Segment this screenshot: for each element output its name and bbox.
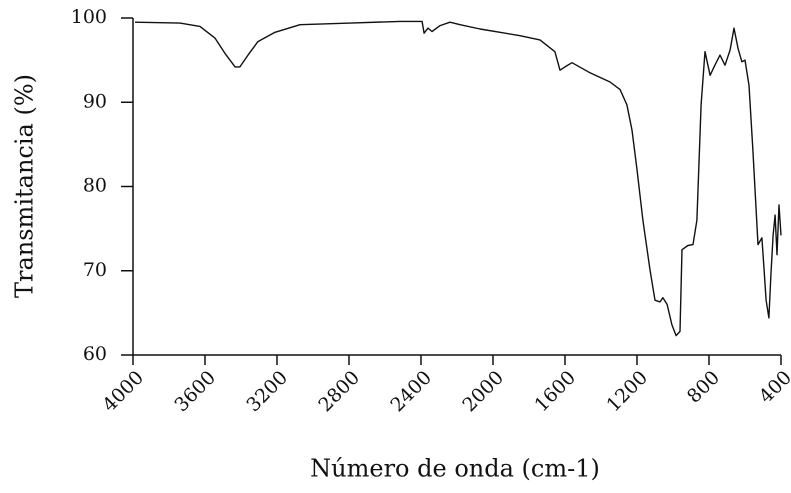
- x-tick-label: 2800: [314, 367, 364, 417]
- y-tick-label: 100: [71, 6, 107, 28]
- y-axis-title: Transmitancia (%): [11, 74, 39, 298]
- x-tick-label: 3600: [170, 367, 220, 417]
- x-tick-label: 1600: [530, 367, 580, 417]
- y-tick-label: 80: [83, 175, 107, 197]
- x-tick-label: 3200: [242, 367, 292, 417]
- x-axis-title: Número de onda (cm-1): [310, 455, 600, 483]
- x-tick-label: 2400: [386, 367, 436, 417]
- x-tick-label: 2000: [458, 367, 508, 417]
- y-tick-label: 60: [83, 343, 107, 365]
- spectrum-line: [134, 20, 782, 337]
- y-tick-label: 70: [83, 259, 107, 281]
- x-tick-label: 1200: [602, 367, 652, 417]
- x-tick-label: 400: [755, 367, 791, 408]
- y-tick-label: 90: [83, 90, 107, 112]
- x-tick-label: 4000: [98, 367, 148, 417]
- x-tick-label: 800: [683, 367, 724, 408]
